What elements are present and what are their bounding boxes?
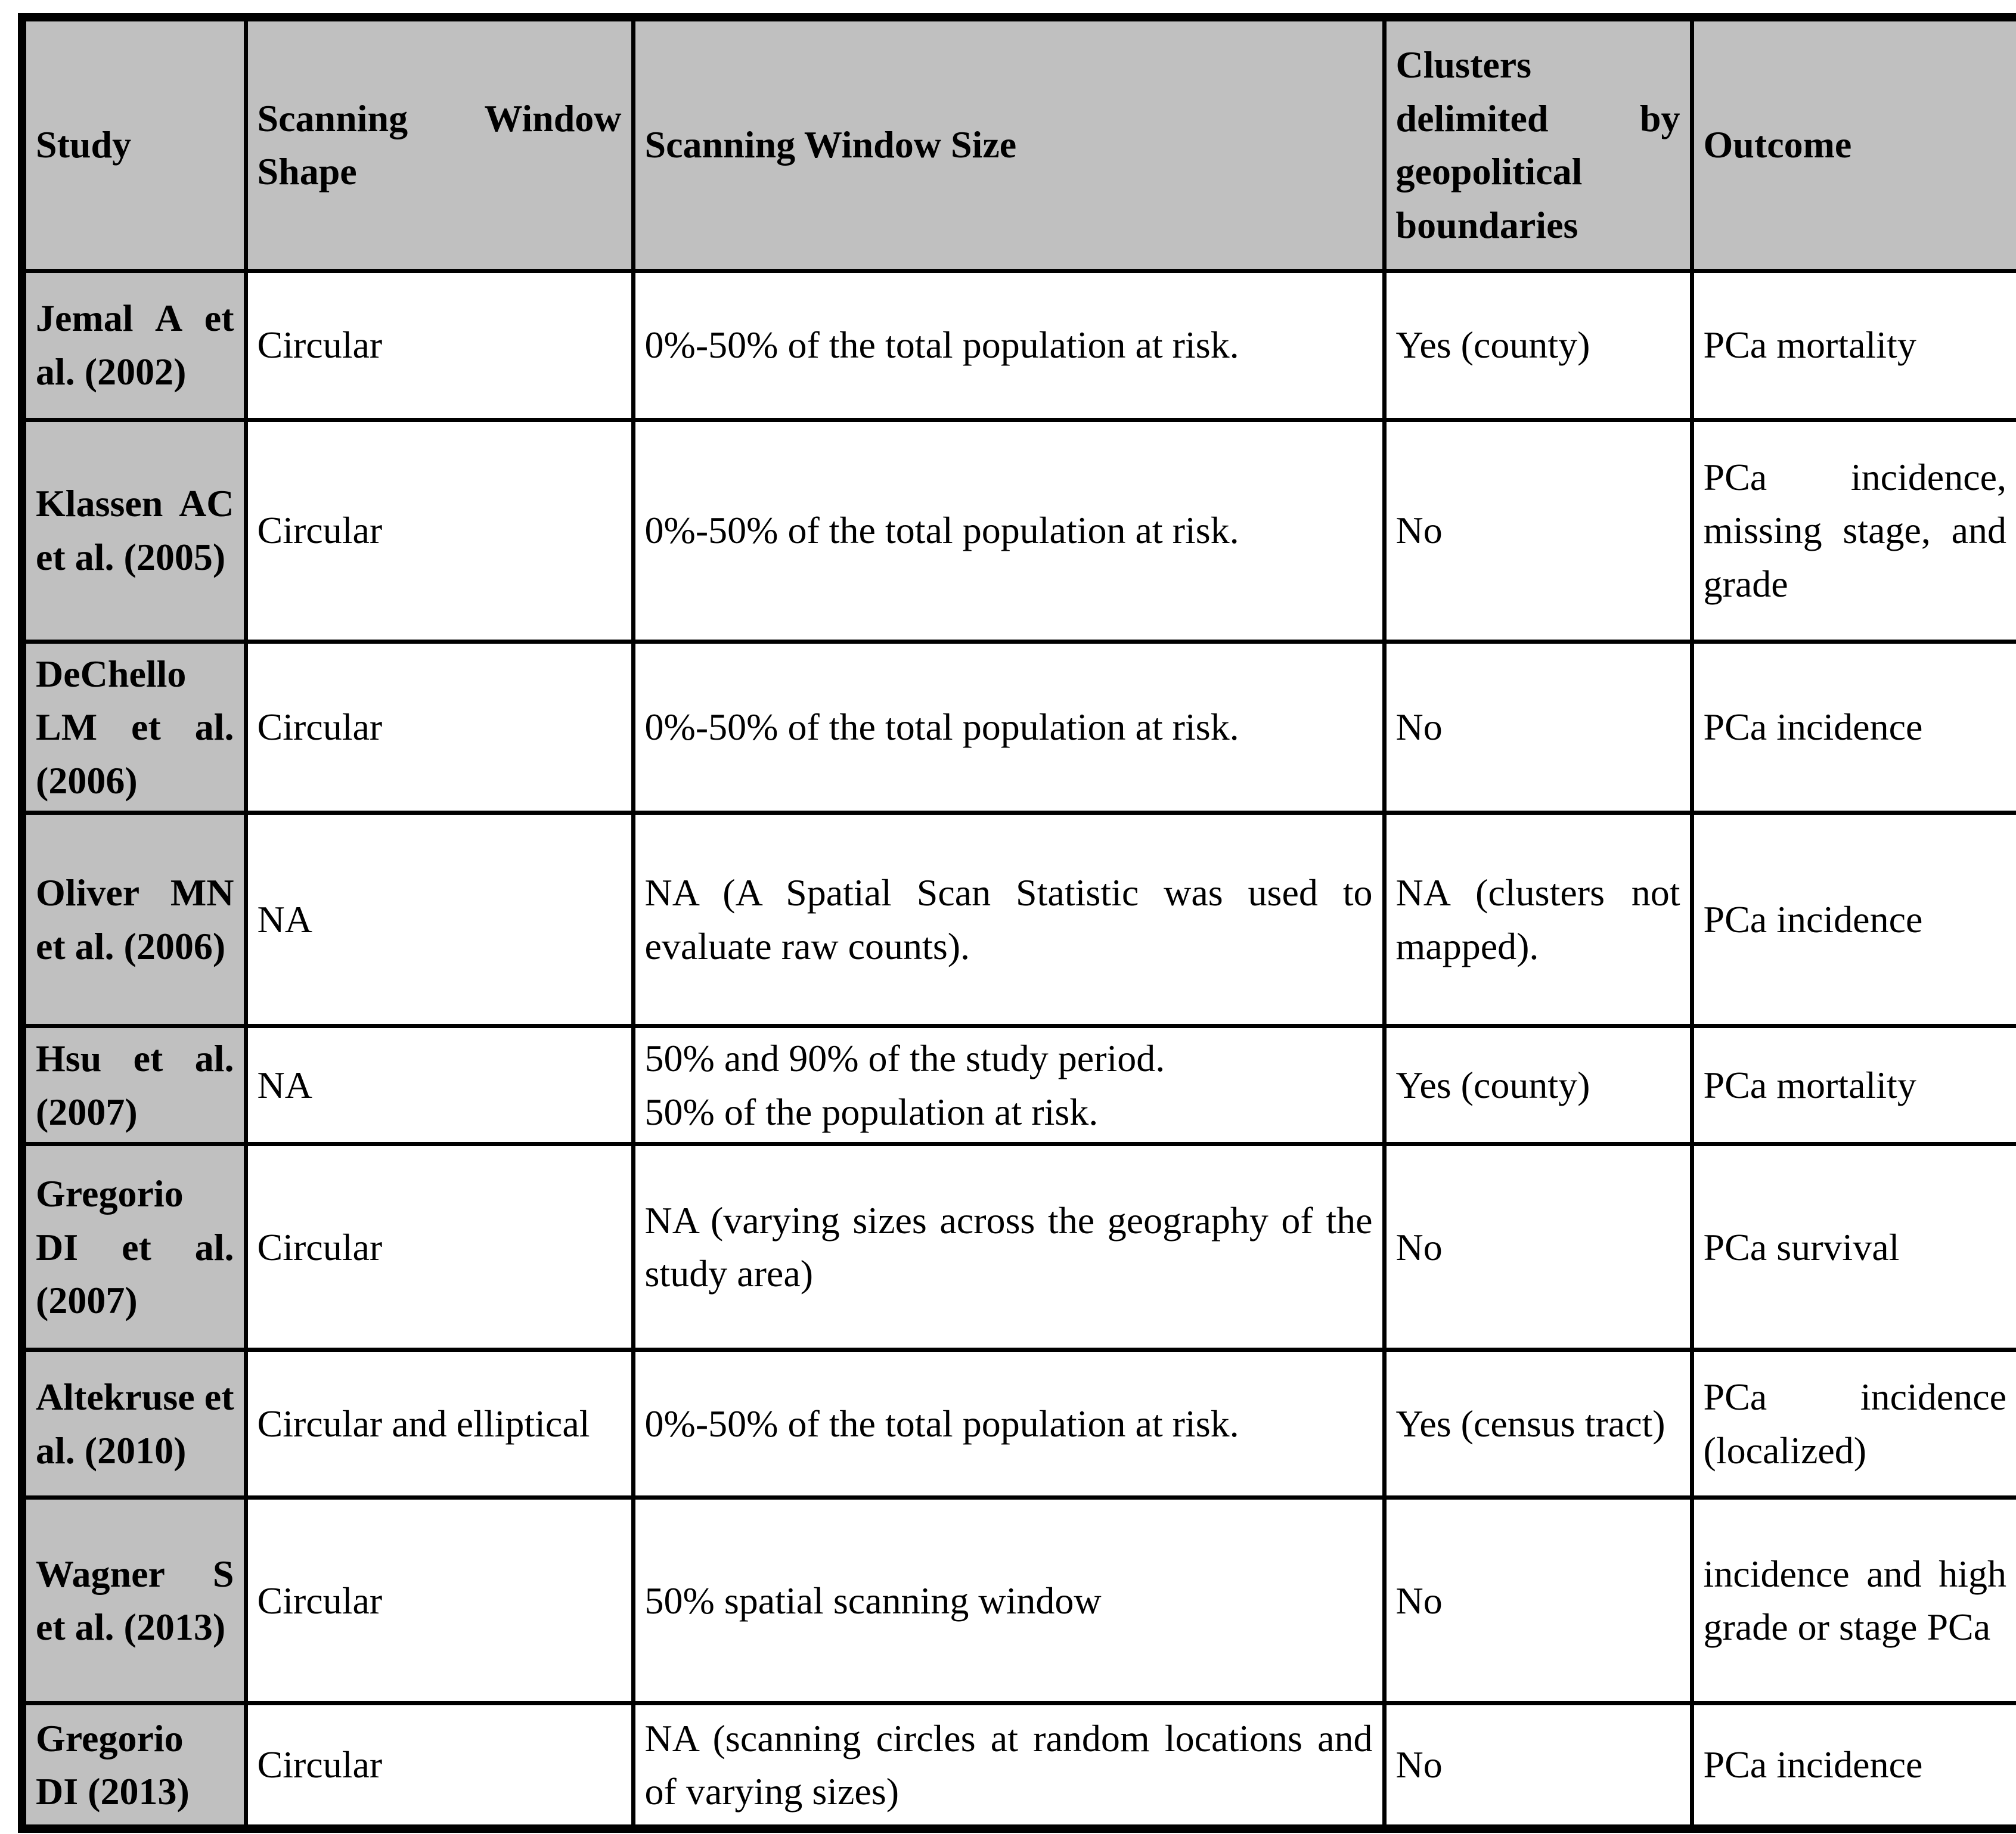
size-cell: 0%-50% of the total population at risk. — [631, 639, 1387, 815]
outcome-cell: PCa incidence, missing stage, and grade — [1689, 417, 2016, 644]
clusters-cell: No — [1382, 417, 1694, 644]
shape-cell: Circular — [243, 1142, 635, 1352]
size-cell: NA (varying sizes across the geography o… — [631, 1142, 1387, 1352]
study-cell: Oliver MN et al. (2006) — [20, 811, 248, 1029]
study-cell: DeChello LM et al. (2006) — [20, 639, 248, 815]
size-cell: 0%-50% of the total population at risk. — [631, 268, 1387, 422]
shape-cell: Circular and elliptical — [243, 1348, 635, 1500]
shape-cell: Circular — [243, 417, 635, 644]
study-cell: Jemal A et al. (2002) — [20, 268, 248, 422]
clusters-cell: Yes (census tract) — [1382, 1348, 1694, 1500]
shape-cell: Circular — [243, 268, 635, 422]
size-cell: 50% and 90% of the study period. 50% of … — [631, 1024, 1387, 1147]
outcome-cell: PCa incidence (localized) — [1689, 1348, 2016, 1500]
column-header-clusters-delimited: Clusters delimited by geopolitical bound… — [1382, 15, 1694, 273]
shape-cell: NA — [243, 1024, 635, 1147]
column-header-study: Study — [20, 15, 248, 273]
table-row: Jemal A et al. (2002) Circular 0%-50% of… — [20, 268, 2016, 422]
size-cell: 50% spatial scanning window — [631, 1495, 1387, 1706]
table-row: Gregorio DI (2013) Circular NA (scanning… — [20, 1701, 2016, 1831]
table-row: Oliver MN et al. (2006) NA NA (A Spatial… — [20, 811, 2016, 1029]
study-cell: Gregorio DI et al. (2007) — [20, 1142, 248, 1352]
table-row: Hsu et al. (2007) NA 50% and 90% of the … — [20, 1024, 2016, 1147]
shape-cell: NA — [243, 811, 635, 1029]
clusters-cell: No — [1382, 1495, 1694, 1706]
study-cell: Klassen AC et al. (2005) — [20, 417, 248, 644]
clusters-cell: NA (clusters not mapped). — [1382, 811, 1694, 1029]
table-header: Study Scanning Window Shape Scanning Win… — [20, 15, 2016, 273]
header-row: Study Scanning Window Shape Scanning Win… — [20, 15, 2016, 273]
shape-cell: Circular — [243, 639, 635, 815]
table-row: Klassen AC et al. (2005) Circular 0%-50%… — [20, 417, 2016, 644]
shape-cell: Circular — [243, 1701, 635, 1831]
size-cell: NA (scanning circles at random locations… — [631, 1701, 1387, 1831]
outcome-cell: PCa mortality — [1689, 268, 2016, 422]
scan-statistic-studies-table: Study Scanning Window Shape Scanning Win… — [18, 13, 2016, 1833]
study-cell: Wagner S et al. (2013) — [20, 1495, 248, 1706]
table-row: DeChello LM et al. (2006) Circular 0%-50… — [20, 639, 2016, 815]
outcome-cell: PCa incidence — [1689, 1701, 2016, 1831]
outcome-cell: PCa incidence — [1689, 811, 2016, 1029]
table-row: Altekruse et al. (2010) Circular and ell… — [20, 1348, 2016, 1500]
size-cell: NA (A Spatial Scan Statistic was used to… — [631, 811, 1387, 1029]
shape-cell: Circular — [243, 1495, 635, 1706]
outcome-cell: PCa incidence — [1689, 639, 2016, 815]
study-cell: Gregorio DI (2013) — [20, 1701, 248, 1831]
clusters-cell: No — [1382, 1701, 1694, 1831]
column-header-scanning-window-shape: Scanning Window Shape — [243, 15, 635, 273]
outcome-cell: PCa survival — [1689, 1142, 2016, 1352]
clusters-cell: No — [1382, 639, 1694, 815]
clusters-cell: Yes (county) — [1382, 1024, 1694, 1147]
size-cell: 0%-50% of the total population at risk. — [631, 417, 1387, 644]
column-header-outcome: Outcome — [1689, 15, 2016, 273]
table-body: Jemal A et al. (2002) Circular 0%-50% of… — [20, 268, 2016, 1831]
clusters-cell: Yes (county) — [1382, 268, 1694, 422]
table-row: Wagner S et al. (2013) Circular 50% spat… — [20, 1495, 2016, 1706]
size-cell: 0%-50% of the total population at risk. — [631, 1348, 1387, 1500]
outcome-cell: PCa mortality — [1689, 1024, 2016, 1147]
table-row: Gregorio DI et al. (2007) Circular NA (v… — [20, 1142, 2016, 1352]
study-cell: Hsu et al. (2007) — [20, 1024, 248, 1147]
outcome-cell: incidence and high grade or stage PCa — [1689, 1495, 2016, 1706]
study-cell: Altekruse et al. (2010) — [20, 1348, 248, 1500]
clusters-cell: No — [1382, 1142, 1694, 1352]
column-header-scanning-window-size: Scanning Window Size — [631, 15, 1387, 273]
